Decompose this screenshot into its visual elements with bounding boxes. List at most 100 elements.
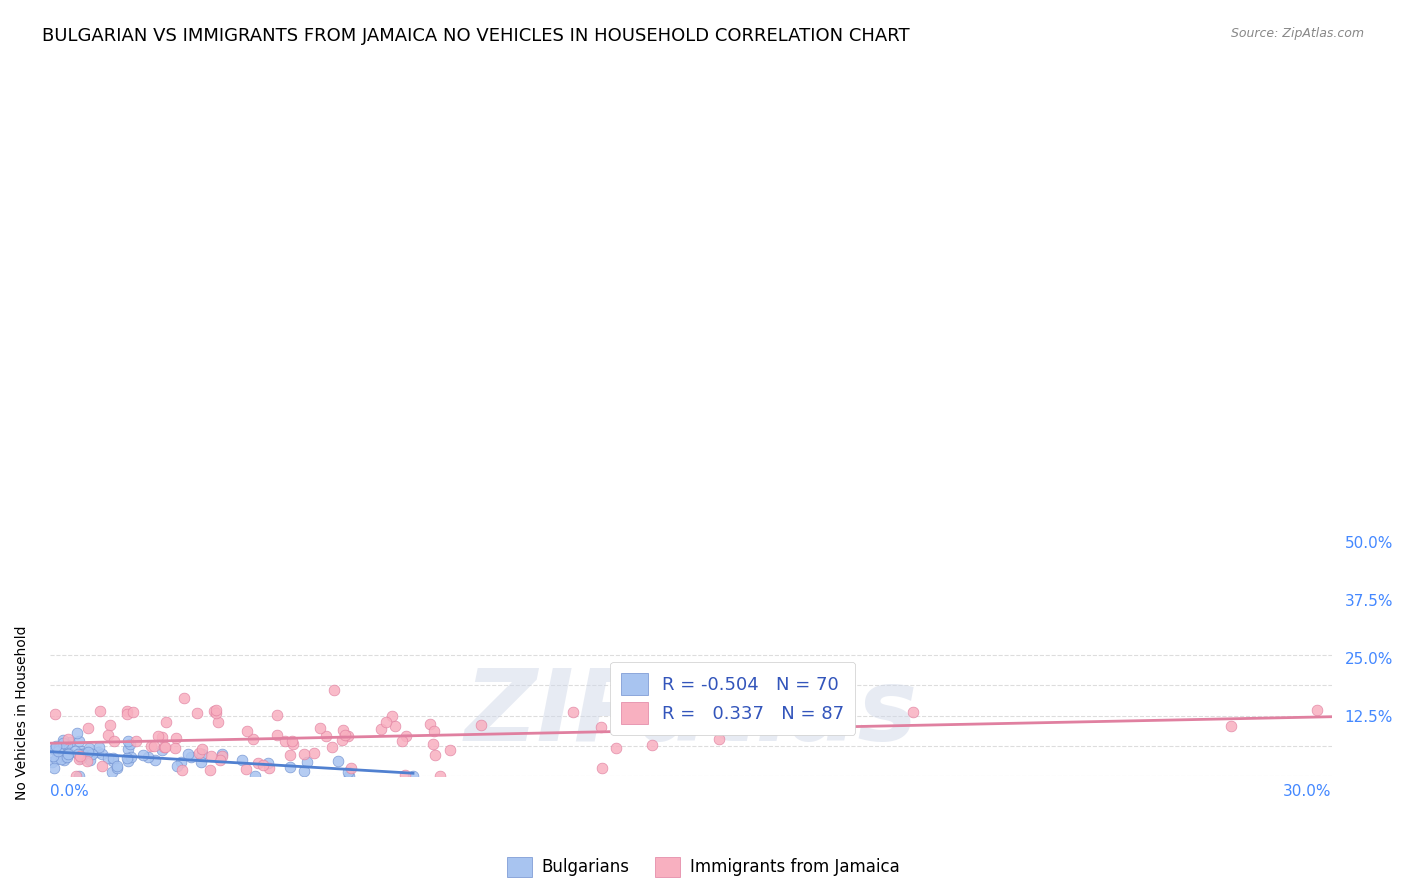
Point xyxy=(87,745,110,759)
Point xyxy=(191,747,214,761)
Point xyxy=(90,747,112,762)
Point xyxy=(165,741,187,756)
Point xyxy=(41,755,63,769)
Text: 0.0%: 0.0% xyxy=(49,784,89,798)
Point xyxy=(1220,719,1243,733)
Point xyxy=(190,742,212,756)
Point xyxy=(247,756,270,770)
Point xyxy=(117,707,139,722)
Point xyxy=(381,709,404,723)
Point xyxy=(45,739,67,753)
Point xyxy=(89,739,111,754)
Point xyxy=(295,755,318,769)
Point xyxy=(153,740,176,755)
Point xyxy=(321,739,343,754)
Point xyxy=(280,734,302,748)
Point xyxy=(283,737,305,751)
Point xyxy=(266,728,288,742)
Text: ZIPatlas: ZIPatlas xyxy=(464,665,917,762)
Point xyxy=(425,748,447,763)
Point xyxy=(58,746,80,760)
Point xyxy=(142,739,165,753)
Point xyxy=(302,746,325,760)
Point xyxy=(77,721,100,735)
Point xyxy=(391,734,413,748)
Point xyxy=(46,743,69,757)
Point xyxy=(330,732,353,747)
Point xyxy=(419,716,441,731)
Point xyxy=(65,744,87,758)
Point xyxy=(101,750,124,764)
Point xyxy=(42,762,65,776)
Point xyxy=(640,738,662,752)
Point xyxy=(143,753,166,767)
Point xyxy=(278,747,301,762)
Point xyxy=(337,764,360,779)
Point xyxy=(148,729,170,743)
Point xyxy=(117,754,139,768)
Point xyxy=(204,706,226,721)
Text: 12.5%: 12.5% xyxy=(1344,711,1393,725)
Point xyxy=(243,769,266,783)
Point xyxy=(173,690,195,705)
Point xyxy=(333,728,356,742)
Point xyxy=(105,758,128,772)
Legend: R = -0.504   N = 70, R =   0.337   N = 87: R = -0.504 N = 70, R = 0.337 N = 87 xyxy=(610,662,855,735)
Point xyxy=(155,714,177,729)
Point xyxy=(177,747,200,761)
Point xyxy=(80,747,103,761)
Point xyxy=(55,750,77,764)
Point xyxy=(44,742,66,756)
Point xyxy=(56,747,79,761)
Point xyxy=(150,743,173,757)
Point xyxy=(207,714,229,729)
Point xyxy=(187,746,209,760)
Point xyxy=(42,742,65,756)
Point xyxy=(115,704,138,718)
Text: 50.0%: 50.0% xyxy=(1344,536,1393,551)
Point xyxy=(326,754,349,768)
Point xyxy=(44,707,66,722)
Point xyxy=(332,723,354,737)
Point xyxy=(208,753,231,767)
Point xyxy=(165,731,187,746)
Point xyxy=(96,728,118,742)
Point xyxy=(274,734,297,748)
Point xyxy=(339,761,361,775)
Point xyxy=(58,747,80,761)
Point xyxy=(180,750,202,764)
Text: 25.0%: 25.0% xyxy=(1344,652,1393,667)
Point xyxy=(172,763,194,777)
Point xyxy=(79,753,101,767)
Point xyxy=(211,748,233,763)
Point xyxy=(170,755,193,769)
Point xyxy=(53,748,76,763)
Point xyxy=(76,745,98,759)
Point xyxy=(686,697,709,711)
Text: BULGARIAN VS IMMIGRANTS FROM JAMAICA NO VEHICLES IN HOUSEHOLD CORRELATION CHART: BULGARIAN VS IMMIGRANTS FROM JAMAICA NO … xyxy=(42,27,910,45)
Point xyxy=(211,747,233,761)
Point xyxy=(190,756,212,770)
Point xyxy=(166,759,188,773)
Point xyxy=(198,763,221,777)
Point xyxy=(52,732,75,747)
Point xyxy=(67,769,90,783)
Point xyxy=(77,740,100,755)
Point xyxy=(125,734,148,748)
Point xyxy=(231,753,253,767)
Point xyxy=(394,768,416,782)
Point xyxy=(66,747,89,761)
Point xyxy=(76,754,98,768)
Point xyxy=(236,724,259,739)
Point xyxy=(202,704,225,718)
Point xyxy=(98,718,121,732)
Point xyxy=(89,704,111,718)
Point xyxy=(53,753,76,767)
Point xyxy=(322,683,344,698)
Point xyxy=(70,747,93,761)
Point xyxy=(49,752,72,766)
Point xyxy=(370,722,392,736)
Point xyxy=(205,703,228,717)
Point xyxy=(90,758,112,772)
Point xyxy=(242,731,264,746)
